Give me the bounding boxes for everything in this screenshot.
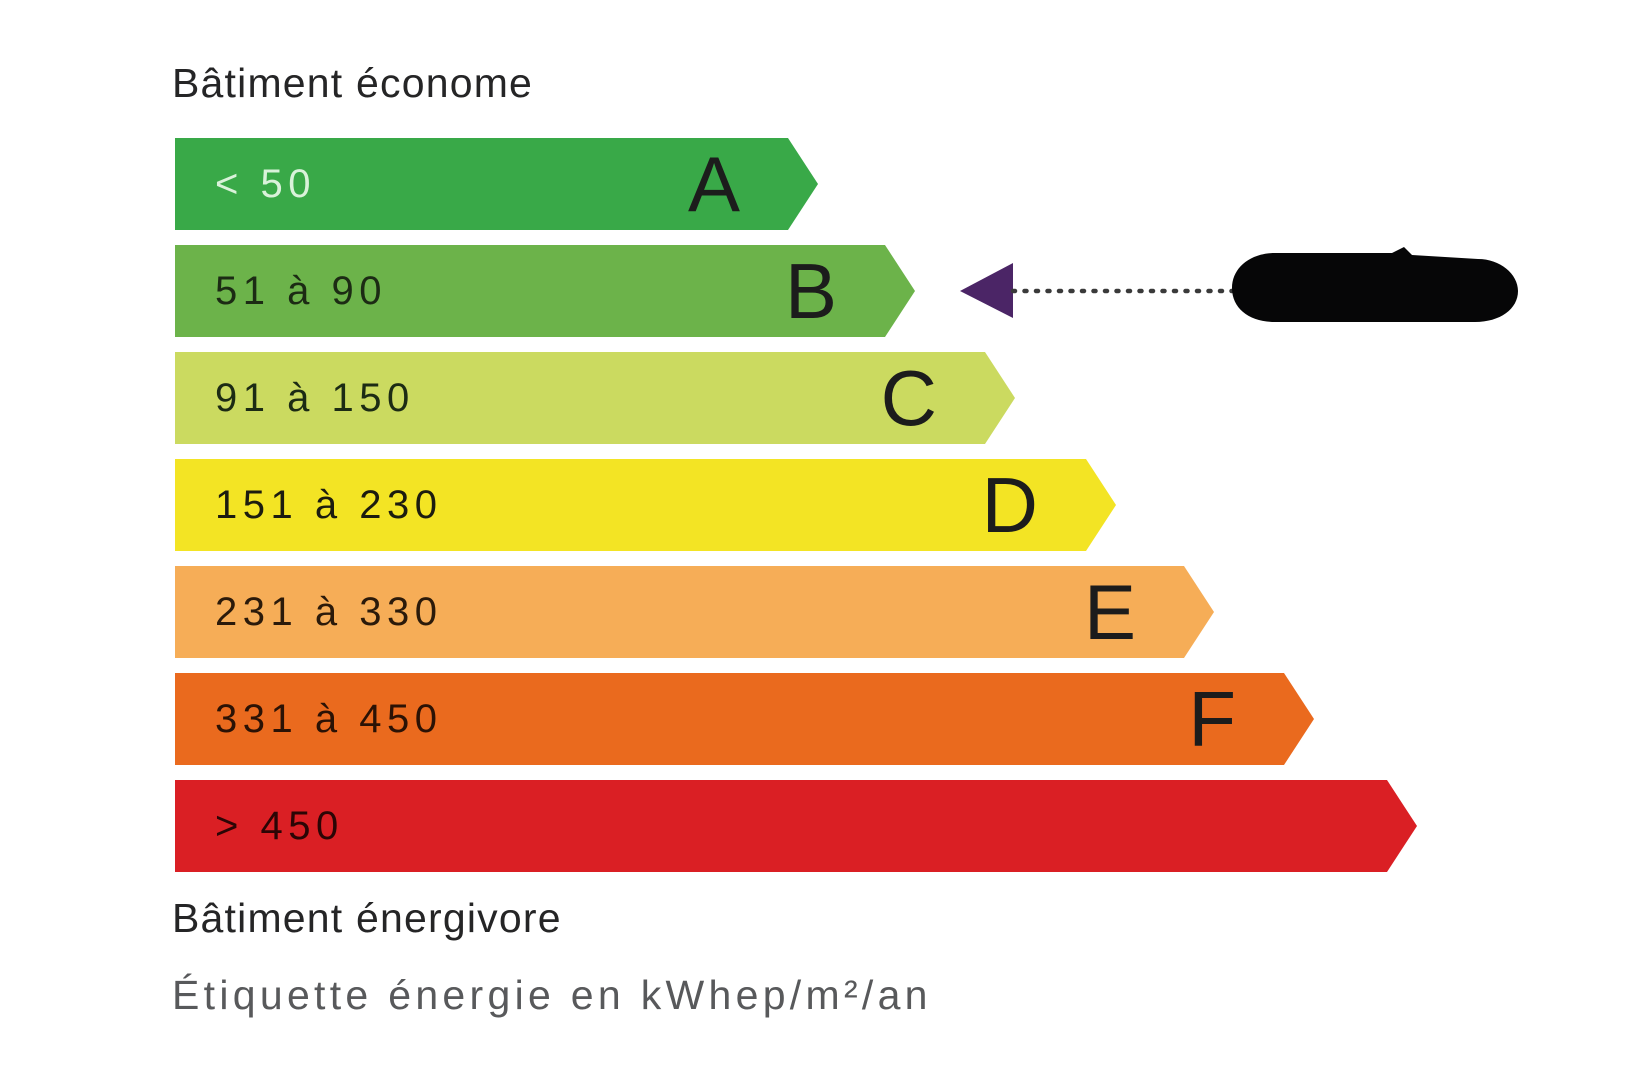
svg-text:F: F (1188, 675, 1236, 763)
svg-text:331 à 450: 331 à 450 (215, 697, 442, 741)
svg-text:B: B (785, 247, 837, 335)
svg-text:> 450: > 450 (215, 804, 344, 848)
svg-text:A: A (688, 140, 740, 228)
svg-text:91 à 150: 91 à 150 (215, 376, 415, 420)
svg-text:231 à 330: 231 à 330 (215, 590, 442, 634)
svg-text:C: C (881, 354, 937, 442)
svg-text:< 50: < 50 (215, 162, 316, 206)
svg-text:151 à 230: 151 à 230 (215, 483, 442, 527)
svg-text:E: E (1084, 568, 1136, 656)
svg-text:51 à 90: 51 à 90 (215, 269, 387, 313)
svg-text:D: D (982, 461, 1038, 549)
